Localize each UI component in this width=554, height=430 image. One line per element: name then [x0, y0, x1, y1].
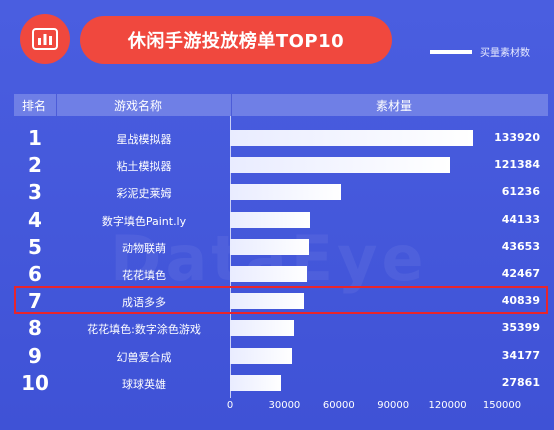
category-label: 花花填色:数字涂色游戏 — [87, 323, 201, 337]
rank-label: 7 — [28, 289, 42, 314]
legend: 买量素材数 — [430, 44, 530, 59]
bar — [230, 184, 342, 201]
data-label: 61236 — [501, 185, 540, 199]
category-label: 成语多多 — [122, 296, 166, 310]
category-label: 动物联萌 — [122, 241, 166, 255]
header-value: 素材量 — [376, 99, 413, 113]
x-tick-label: 0 — [226, 400, 234, 411]
chart-row: 9 幻兽爱合成 34177 — [14, 343, 548, 370]
data-label: 42467 — [501, 267, 540, 280]
y-axis-line — [230, 116, 231, 398]
chart-row: 2 粘土模拟器 121384 — [14, 152, 548, 179]
x-tick-label: 90000 — [377, 400, 410, 411]
data-label: 43653 — [501, 239, 540, 253]
category-label: 球球英雄 — [122, 377, 166, 391]
legend-label: 买量素材数 — [480, 48, 530, 59]
bar — [230, 238, 310, 255]
category-label: 数字填色Paint.ly — [101, 214, 187, 228]
data-label: 27861 — [501, 375, 540, 389]
rank-label: 4 — [28, 207, 42, 232]
header-rank: 排名 — [22, 99, 47, 113]
rank-label: 2 — [28, 153, 42, 178]
category-label: 粘土模拟器 — [116, 160, 172, 174]
header-separator — [56, 94, 57, 116]
rank-label: 10 — [21, 370, 49, 395]
data-label: 133920 — [494, 131, 540, 144]
chart-row: 6 花花填色 42467 — [14, 261, 548, 288]
data-label: 40839 — [501, 294, 540, 308]
data-label: 121384 — [494, 158, 540, 172]
data-label: 34177 — [501, 348, 540, 362]
rank-label: 1 — [28, 126, 42, 150]
category-label: 星战模拟器 — [116, 133, 172, 146]
category-label: 花花填色 — [122, 269, 166, 282]
header-name: 游戏名称 — [114, 99, 163, 113]
rank-label: 5 — [28, 234, 42, 259]
chart-row: 4 数字填色Paint.ly 44133 — [14, 207, 548, 234]
bar — [230, 157, 451, 174]
x-tick-label: 120000 — [428, 400, 467, 411]
rank-label: 3 — [28, 180, 42, 205]
highlight-box — [14, 286, 548, 314]
bar — [230, 293, 305, 310]
chart-row: 8 花花填色:数字涂色游戏 35399 — [14, 315, 548, 342]
table-header: 排名 游戏名称 素材量 — [14, 94, 548, 116]
header-separator — [231, 94, 232, 116]
x-tick-label: 60000 — [322, 400, 355, 411]
logo-icon — [20, 14, 70, 64]
bar — [230, 374, 281, 391]
legend-swatch — [430, 49, 472, 54]
data-label: 44133 — [501, 212, 540, 226]
rank-label: 9 — [28, 343, 42, 368]
x-tick-label: 150000 — [482, 400, 522, 411]
bar — [230, 320, 295, 337]
chart-row: 10 球球英雄 27861 — [14, 370, 548, 397]
bar — [230, 130, 473, 146]
data-label: 35399 — [501, 321, 540, 335]
rank-label: 8 — [28, 316, 42, 341]
bar — [230, 266, 307, 282]
category-label: 彩泥史莱姆 — [116, 187, 172, 201]
bar — [230, 347, 292, 364]
chart-row: 3 彩泥史莱姆 61236 — [14, 179, 548, 206]
chart-title: 休闲手游投放榜单TOP10 — [80, 16, 392, 64]
category-label: 幻兽爱合成 — [116, 350, 172, 364]
bar — [230, 211, 311, 228]
x-tick-label: 30000 — [268, 400, 301, 411]
chart-row: 7 成语多多 40839 — [14, 288, 548, 315]
chart-row: 5 动物联萌 43653 — [14, 234, 548, 261]
rank-label: 6 — [28, 262, 42, 286]
chart-row: 1 星战模拟器 133920 — [14, 125, 548, 152]
